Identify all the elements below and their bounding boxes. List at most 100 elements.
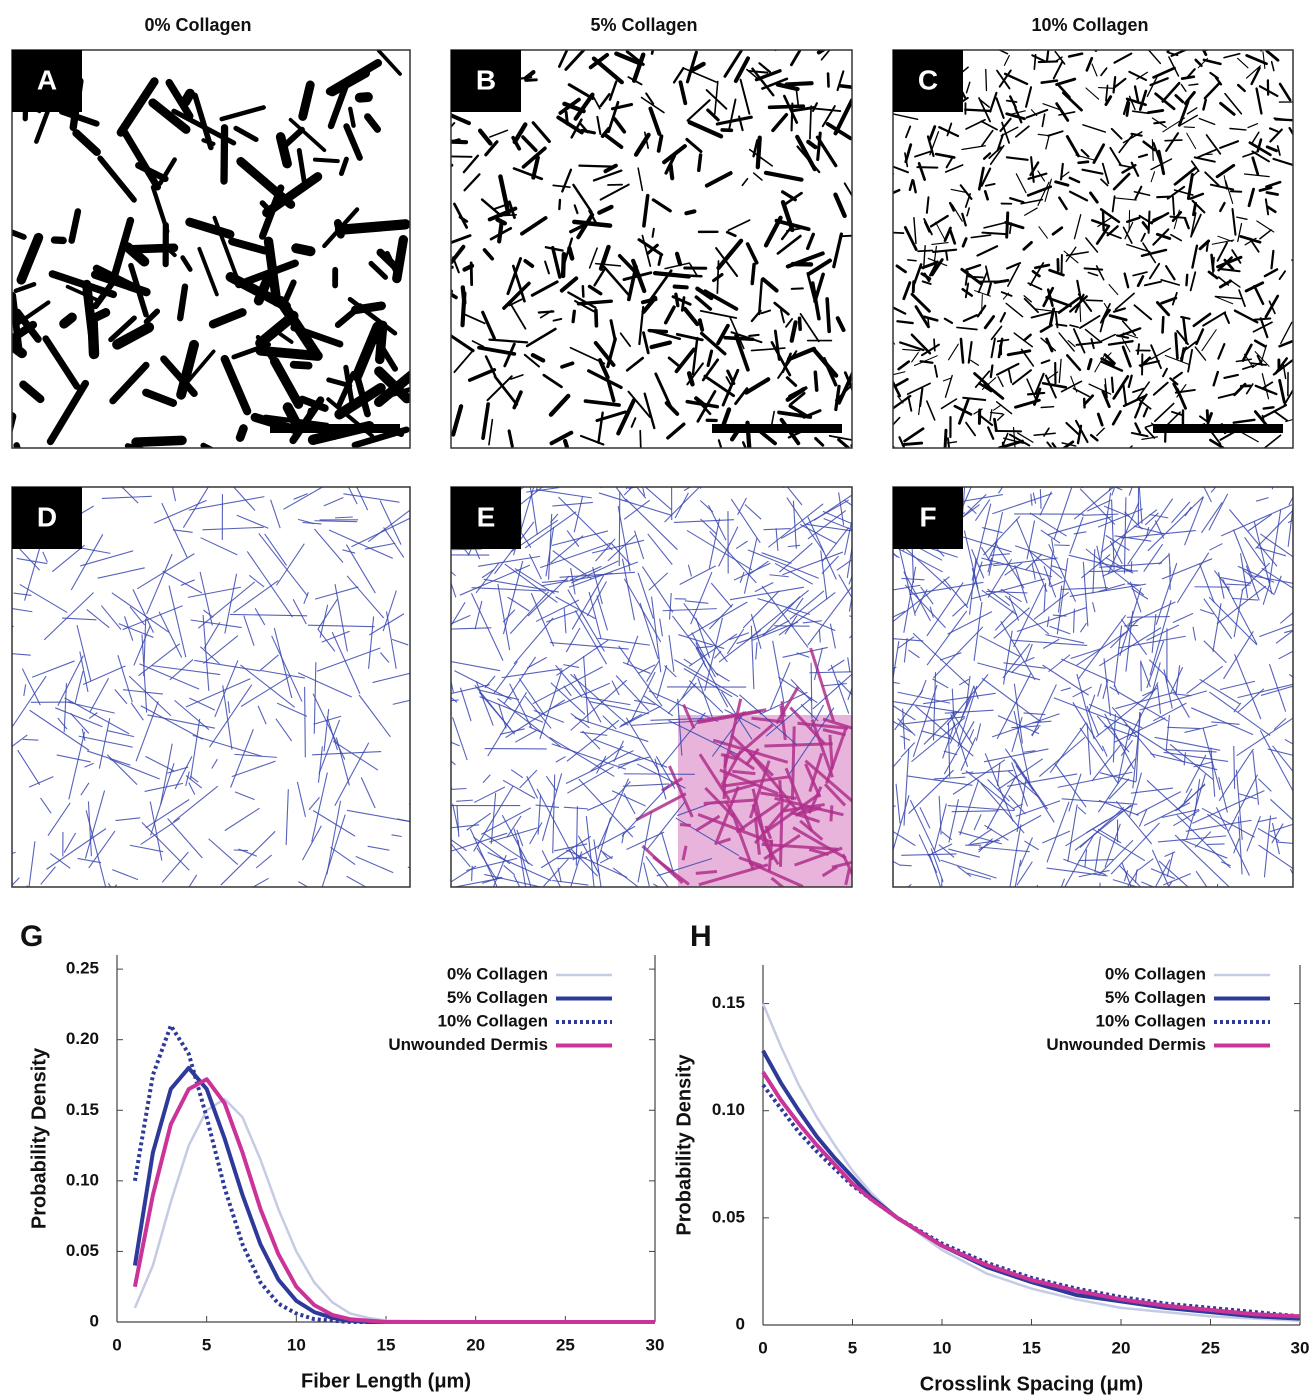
fiber [930, 258, 944, 277]
fiber [1225, 180, 1234, 205]
fiber [727, 219, 751, 232]
fiber [744, 377, 771, 395]
fiber [1103, 353, 1116, 365]
fiber [335, 370, 357, 409]
fiber [979, 99, 990, 108]
fiber [1180, 114, 1199, 126]
network-fiber [967, 505, 977, 515]
fiber [458, 215, 469, 223]
fiber [1237, 222, 1243, 243]
fiber [1251, 131, 1260, 144]
network-fiber [1129, 581, 1142, 613]
fiber [1136, 71, 1149, 80]
fiber [1062, 91, 1083, 112]
fiber [715, 115, 753, 126]
fiber [1183, 126, 1196, 128]
fiber [259, 200, 273, 214]
fiber [592, 169, 623, 182]
network-fiber [1167, 880, 1173, 887]
network-fiber [763, 528, 791, 531]
network-fiber [270, 499, 281, 529]
fiber [1133, 85, 1140, 103]
network-fiber [822, 728, 846, 737]
network-fiber [530, 592, 555, 647]
fiber [922, 315, 939, 322]
column-title: 0% Collagen [144, 15, 251, 35]
network-fiber [1049, 721, 1087, 774]
fiber [786, 226, 807, 232]
network-fiber [848, 593, 852, 612]
network-fiber [466, 812, 492, 831]
fiber [1101, 210, 1105, 232]
network-fiber [599, 855, 614, 864]
network-fiber [1240, 553, 1249, 599]
network-fiber [506, 815, 522, 838]
fiber [959, 184, 973, 200]
fiber [640, 297, 658, 305]
network-fiber [920, 586, 934, 605]
fiber [809, 105, 812, 140]
network-fiber [482, 774, 491, 784]
fiber [1188, 83, 1199, 86]
fiber [1214, 295, 1242, 300]
fiber [1080, 148, 1090, 158]
fiber [1007, 264, 1020, 287]
fiber [571, 309, 576, 324]
fiber [997, 50, 1009, 55]
fiber [275, 132, 292, 169]
fiber [1085, 299, 1104, 302]
fiber [716, 238, 744, 271]
panel-image: B [450, 49, 853, 449]
network-fiber [1210, 747, 1216, 797]
panel-label: A [37, 64, 57, 95]
network-fiber [1184, 506, 1192, 517]
fiber [938, 126, 960, 138]
network-fiber [1098, 583, 1126, 593]
fiber [843, 182, 852, 198]
network-fiber [986, 590, 1028, 594]
fiber [1125, 101, 1131, 117]
network-fiber [497, 583, 511, 651]
network-fiber [900, 864, 912, 867]
network-fiber [130, 702, 144, 721]
x-tick-label: 30 [646, 1335, 665, 1354]
legend-label: 5% Collagen [1105, 988, 1206, 1007]
network-fiber [1042, 664, 1089, 696]
network-fiber [47, 802, 71, 836]
fiber [1025, 108, 1049, 119]
fiber [463, 173, 481, 192]
fiber [598, 244, 611, 271]
network-fiber [541, 850, 562, 887]
network-fiber [943, 721, 975, 775]
network-fiber [981, 677, 1042, 723]
fiber [648, 106, 662, 136]
fiber [1262, 381, 1274, 389]
fiber [1164, 139, 1183, 142]
fiber [822, 357, 838, 387]
network-fiber [990, 553, 1010, 556]
fiber [1217, 235, 1233, 242]
fiber [625, 356, 645, 372]
network-fiber [674, 659, 739, 698]
network-fiber [1135, 791, 1182, 816]
network-fiber [1030, 493, 1033, 506]
network-fiber [623, 499, 651, 520]
network-fiber [1195, 870, 1208, 887]
panel-texture [12, 487, 410, 887]
network-fiber [314, 586, 359, 600]
fiber [943, 317, 954, 324]
fiber [914, 150, 934, 158]
network-fiber [298, 881, 309, 887]
network-fiber [997, 758, 1044, 790]
fiber [701, 358, 720, 382]
fiber [1042, 103, 1063, 112]
network-fiber [1150, 868, 1176, 880]
series-line [132, 1077, 655, 1324]
fiber [1047, 371, 1059, 380]
network-fiber [323, 708, 330, 752]
fiber [270, 356, 304, 409]
fiber [578, 164, 614, 168]
network-fiber [752, 621, 799, 641]
network-fiber [188, 496, 265, 511]
fiber [1278, 82, 1292, 102]
